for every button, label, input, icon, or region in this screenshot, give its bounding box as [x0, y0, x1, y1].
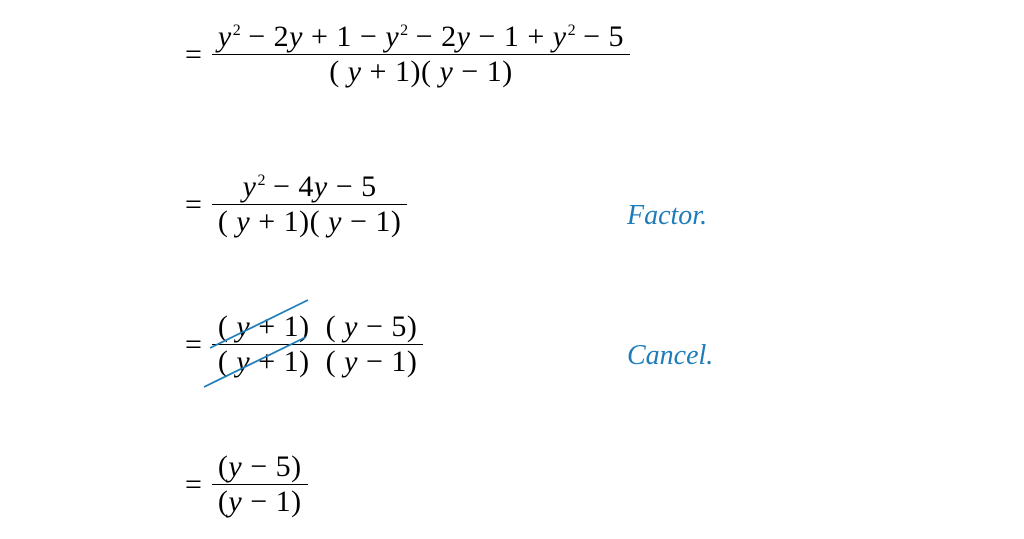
math-derivation: = y2 − 2y + 1 − y2 − 2y − 1 + y2 − 5 ( y… — [0, 0, 1024, 539]
step-2: = y2 − 4y − 5 ( y + 1)( y − 1) — [185, 170, 407, 239]
numerator-4: (y − 5) — [212, 450, 308, 484]
numerator-3: ( y + 1) ( y − 5) — [212, 310, 424, 344]
denominator-4: (y − 1) — [212, 485, 308, 519]
step-4: = (y − 5) (y − 1) — [185, 450, 308, 519]
equals-sign: = — [185, 470, 202, 500]
cancelled-factor-top: ( y + 1) — [218, 312, 310, 342]
equals-sign: = — [185, 40, 202, 70]
fraction-1: y2 − 2y + 1 − y2 − 2y − 1 + y2 − 5 ( y +… — [212, 20, 630, 89]
denominator-2: ( y + 1)( y − 1) — [212, 205, 407, 239]
step-3: = ( y + 1) ( y − 5) ( y + 1) — [185, 310, 423, 379]
fraction-4: (y − 5) (y − 1) — [212, 450, 308, 519]
denominator-3: ( y + 1) ( y − 1) — [212, 345, 424, 379]
annotation-factor: Factor. — [627, 200, 707, 232]
step-1: = y2 − 2y + 1 − y2 − 2y − 1 + y2 − 5 ( y… — [185, 20, 630, 89]
numerator-1: y2 − 2y + 1 − y2 − 2y − 1 + y2 − 5 — [212, 20, 630, 54]
equals-sign: = — [185, 330, 202, 360]
equals-sign: = — [185, 190, 202, 220]
annotation-cancel: Cancel. — [627, 340, 713, 372]
fraction-2: y2 − 4y − 5 ( y + 1)( y − 1) — [212, 170, 407, 239]
cancelled-factor-bottom: ( y + 1) — [218, 347, 310, 377]
denominator-1: ( y + 1)( y − 1) — [323, 55, 518, 89]
numerator-2: y2 − 4y − 5 — [237, 170, 383, 204]
fraction-3: ( y + 1) ( y − 5) ( y + 1) ( y − 1) — [212, 310, 424, 379]
